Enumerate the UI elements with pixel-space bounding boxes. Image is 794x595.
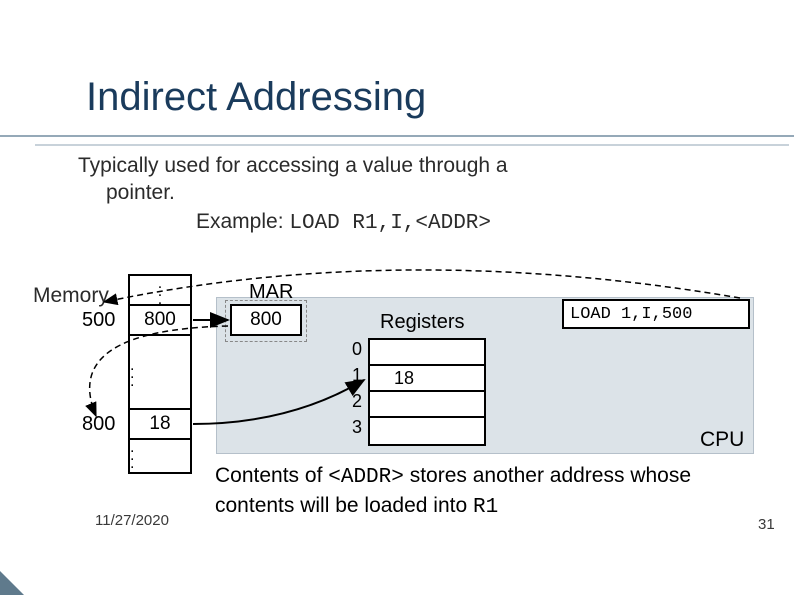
description: Typically used for accessing a value thr… xyxy=(78,152,718,207)
memory-addr-500: 500 xyxy=(82,309,115,332)
memory-top: ... xyxy=(128,274,192,304)
reg-row-2 xyxy=(370,392,484,418)
desc-line2: pointer. xyxy=(106,181,175,204)
memory-addr-800: 800 xyxy=(82,413,115,436)
mar-label: MAR xyxy=(249,281,293,304)
reg-index-2: 2 xyxy=(352,391,362,412)
slide-date: 11/27/2020 xyxy=(95,512,169,529)
example-code: LOAD R1,I,<ADDR> xyxy=(289,212,491,235)
caption-code: <ADDR> xyxy=(328,466,404,489)
caption-code2: R1 xyxy=(473,496,498,519)
reg-index-0: 0 xyxy=(352,339,362,360)
reg-row-0 xyxy=(370,340,484,366)
memory-mid: ... xyxy=(128,336,192,408)
example-line: Example: LOAD R1,I,<ADDR> xyxy=(196,210,491,235)
caption: Contents of <ADDR> stores another addres… xyxy=(215,462,755,523)
instruction-box: LOAD 1,I,500 xyxy=(562,299,750,329)
registers-label: Registers xyxy=(380,311,464,334)
reg-row-1: 18 xyxy=(370,366,484,392)
cpu-label: CPU xyxy=(700,428,744,452)
memory-cell-800: 18 xyxy=(128,408,192,440)
reg-row-3 xyxy=(370,418,484,444)
divider-2 xyxy=(35,144,789,146)
caption-p1: Contents of xyxy=(215,464,328,487)
mar-value: 800 xyxy=(230,304,302,336)
corner-fold xyxy=(0,571,24,595)
memory-bot: ... xyxy=(128,440,192,474)
memory-label: Memory xyxy=(33,284,109,308)
page-number: 31 xyxy=(758,516,775,533)
divider-1 xyxy=(0,135,794,137)
slide-title: Indirect Addressing xyxy=(86,75,426,120)
reg-index-3: 3 xyxy=(352,417,362,438)
reg-index-1: 1 xyxy=(352,365,362,386)
registers-table: 18 xyxy=(368,338,486,446)
memory-cell-500: 800 xyxy=(128,304,192,336)
desc-line1: Typically used for accessing a value thr… xyxy=(78,154,508,177)
example-label: Example: xyxy=(196,210,289,233)
